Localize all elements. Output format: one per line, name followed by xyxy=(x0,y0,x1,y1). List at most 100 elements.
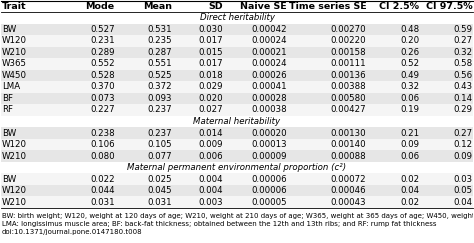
Text: SD: SD xyxy=(208,2,223,11)
Text: 0.00072: 0.00072 xyxy=(331,174,366,183)
Text: 0.015: 0.015 xyxy=(198,48,223,57)
Text: W120: W120 xyxy=(1,186,27,195)
Text: LMA: longissimus muscle area; BF: back-fat thickness; obtained between the 12th : LMA: longissimus muscle area; BF: back-f… xyxy=(1,221,436,227)
Bar xyxy=(0,173,474,185)
Text: BW: BW xyxy=(1,25,16,34)
Text: Mode: Mode xyxy=(85,2,115,11)
Text: Time series SE: Time series SE xyxy=(289,2,366,11)
Text: 0.031: 0.031 xyxy=(90,198,115,207)
Text: BW: birth weight; W120, weight at 120 days of age; W210, weight at 210 days of a: BW: birth weight; W120, weight at 120 da… xyxy=(1,213,474,219)
Text: 0.237: 0.237 xyxy=(147,129,172,138)
Text: 0.12: 0.12 xyxy=(453,140,473,149)
Text: 0.00005: 0.00005 xyxy=(251,198,287,207)
Text: 0.58: 0.58 xyxy=(453,60,473,69)
Text: 0.59: 0.59 xyxy=(453,25,473,34)
Text: 0.006: 0.006 xyxy=(198,152,223,161)
Text: 0.05: 0.05 xyxy=(453,186,473,195)
Text: 0.031: 0.031 xyxy=(147,198,172,207)
Bar xyxy=(0,185,474,196)
Bar xyxy=(0,127,474,139)
Text: 0.030: 0.030 xyxy=(198,25,223,34)
Text: 0.017: 0.017 xyxy=(198,60,223,69)
Text: Mean: Mean xyxy=(143,2,172,11)
Bar xyxy=(0,116,474,127)
Text: 0.56: 0.56 xyxy=(453,71,473,80)
Text: 0.19: 0.19 xyxy=(400,105,419,114)
Text: 0.09: 0.09 xyxy=(400,140,419,149)
Text: 0.238: 0.238 xyxy=(90,129,115,138)
Text: 0.235: 0.235 xyxy=(147,36,172,45)
Text: 0.21: 0.21 xyxy=(400,129,419,138)
Text: 0.00111: 0.00111 xyxy=(331,60,366,69)
Text: 0.231: 0.231 xyxy=(90,36,115,45)
Text: 0.003: 0.003 xyxy=(198,198,223,207)
Text: 0.552: 0.552 xyxy=(90,60,115,69)
Text: 0.00140: 0.00140 xyxy=(331,140,366,149)
Bar xyxy=(0,93,474,104)
Text: 0.025: 0.025 xyxy=(147,174,172,183)
Text: CI 97.5%: CI 97.5% xyxy=(426,2,473,11)
Text: 0.00041: 0.00041 xyxy=(251,82,287,91)
Text: 0.00024: 0.00024 xyxy=(251,36,287,45)
Text: 0.045: 0.045 xyxy=(147,186,172,195)
Text: 0.105: 0.105 xyxy=(147,140,172,149)
Text: 0.00006: 0.00006 xyxy=(251,174,287,183)
Text: 0.06: 0.06 xyxy=(400,152,419,161)
Bar xyxy=(0,104,474,116)
Text: Direct heritability: Direct heritability xyxy=(200,13,274,22)
Text: 0.287: 0.287 xyxy=(147,48,172,57)
Text: Maternal permanent environmental proportion (c²): Maternal permanent environmental proport… xyxy=(128,163,346,172)
Text: 0.00043: 0.00043 xyxy=(331,198,366,207)
Text: 0.020: 0.020 xyxy=(198,94,223,103)
Text: 0.00270: 0.00270 xyxy=(331,25,366,34)
Text: 0.26: 0.26 xyxy=(400,48,419,57)
Text: 0.04: 0.04 xyxy=(400,186,419,195)
Text: BW: BW xyxy=(1,174,16,183)
Text: BF: BF xyxy=(1,94,13,103)
Text: 0.044: 0.044 xyxy=(90,186,115,195)
Text: 0.14: 0.14 xyxy=(453,94,473,103)
Text: 0.52: 0.52 xyxy=(400,60,419,69)
Text: 0.02: 0.02 xyxy=(400,174,419,183)
Text: 0.00013: 0.00013 xyxy=(251,140,287,149)
Text: 0.32: 0.32 xyxy=(400,82,419,91)
Bar xyxy=(0,35,474,47)
Text: BW: BW xyxy=(1,129,16,138)
Text: CI 2.5%: CI 2.5% xyxy=(379,2,419,11)
Text: 0.00130: 0.00130 xyxy=(331,129,366,138)
Text: LMA: LMA xyxy=(1,82,20,91)
Bar xyxy=(0,47,474,58)
Text: 0.372: 0.372 xyxy=(147,82,172,91)
Text: 0.00388: 0.00388 xyxy=(331,82,366,91)
Text: 0.00038: 0.00038 xyxy=(251,105,287,114)
Text: 0.237: 0.237 xyxy=(147,105,172,114)
Text: Trait: Trait xyxy=(1,2,26,11)
Text: W365: W365 xyxy=(1,60,27,69)
Text: 0.106: 0.106 xyxy=(90,140,115,149)
Text: 0.289: 0.289 xyxy=(90,48,115,57)
Text: 0.32: 0.32 xyxy=(453,48,473,57)
Text: 0.06: 0.06 xyxy=(400,94,419,103)
Text: 0.018: 0.018 xyxy=(198,71,223,80)
Bar xyxy=(0,24,474,35)
Text: 0.00020: 0.00020 xyxy=(251,129,287,138)
Text: 0.04: 0.04 xyxy=(453,198,473,207)
Text: 0.528: 0.528 xyxy=(90,71,115,80)
Text: W120: W120 xyxy=(1,36,27,45)
Text: 0.00006: 0.00006 xyxy=(251,186,287,195)
Text: 0.00088: 0.00088 xyxy=(331,152,366,161)
Text: 0.022: 0.022 xyxy=(90,174,115,183)
Text: Maternal heritability: Maternal heritability xyxy=(193,117,281,126)
Bar xyxy=(0,12,474,24)
Text: 0.09: 0.09 xyxy=(453,152,473,161)
Text: 0.00021: 0.00021 xyxy=(251,48,287,57)
Text: 0.029: 0.029 xyxy=(198,82,223,91)
Text: 0.525: 0.525 xyxy=(147,71,172,80)
Text: RF: RF xyxy=(1,105,13,114)
Text: 0.00024: 0.00024 xyxy=(251,60,287,69)
Text: 0.02: 0.02 xyxy=(400,198,419,207)
Text: 0.531: 0.531 xyxy=(147,25,172,34)
Text: Naive SE: Naive SE xyxy=(240,2,287,11)
Bar xyxy=(0,150,474,162)
Text: 0.00026: 0.00026 xyxy=(251,71,287,80)
